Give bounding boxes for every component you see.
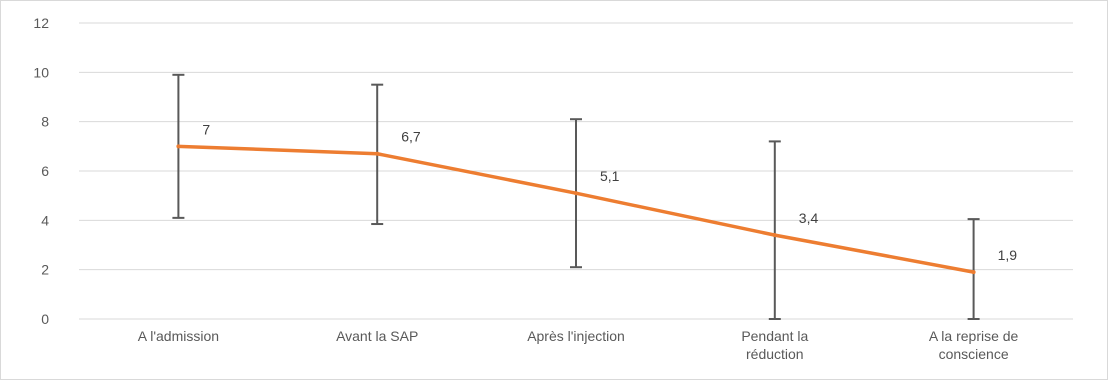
data-point bbox=[971, 270, 976, 275]
x-axis-categories: A l'admission Avant la SAP Après l'injecti… bbox=[138, 328, 1019, 362]
data-labels: 7 6,7 5,1 3,4 1,9 bbox=[202, 121, 1017, 263]
x-category-line: A la reprise de bbox=[929, 328, 1019, 344]
series-line-layer bbox=[176, 144, 976, 275]
data-label: 3,4 bbox=[799, 210, 819, 226]
data-point bbox=[772, 233, 777, 238]
y-tick-label: 8 bbox=[41, 114, 49, 130]
x-category-label: Avant la SAP bbox=[336, 328, 418, 344]
x-category-label: A la reprise de conscience bbox=[929, 328, 1019, 362]
error-bars bbox=[172, 73, 980, 320]
data-point bbox=[375, 151, 380, 156]
x-category-line: Avant la SAP bbox=[336, 328, 418, 344]
x-category-line: A l'admission bbox=[138, 328, 219, 344]
y-tick-label: 0 bbox=[41, 311, 49, 327]
y-tick-label: 2 bbox=[41, 262, 49, 278]
x-category-line: Après l'injection bbox=[527, 328, 625, 344]
y-tick-label: 10 bbox=[33, 64, 49, 80]
data-label: 6,7 bbox=[401, 129, 421, 145]
x-category-line: conscience bbox=[939, 346, 1009, 362]
data-point bbox=[176, 144, 181, 149]
x-category-label: Après l'injection bbox=[527, 328, 625, 344]
x-category-line: Pendant la bbox=[741, 328, 808, 344]
x-category-label: A l'admission bbox=[138, 328, 219, 344]
data-point bbox=[574, 191, 578, 196]
y-tick-label: 12 bbox=[33, 15, 49, 31]
y-tick-label: 4 bbox=[41, 212, 49, 228]
x-category-label: Pendant la réduction bbox=[741, 328, 808, 362]
x-category-line: réduction bbox=[746, 346, 804, 362]
data-label: 5,1 bbox=[600, 168, 620, 184]
y-axis-ticks: 0 2 4 6 8 10 12 bbox=[33, 15, 49, 327]
y-tick-label: 6 bbox=[41, 163, 49, 179]
data-label: 7 bbox=[202, 121, 210, 137]
data-label: 1,9 bbox=[998, 247, 1018, 263]
